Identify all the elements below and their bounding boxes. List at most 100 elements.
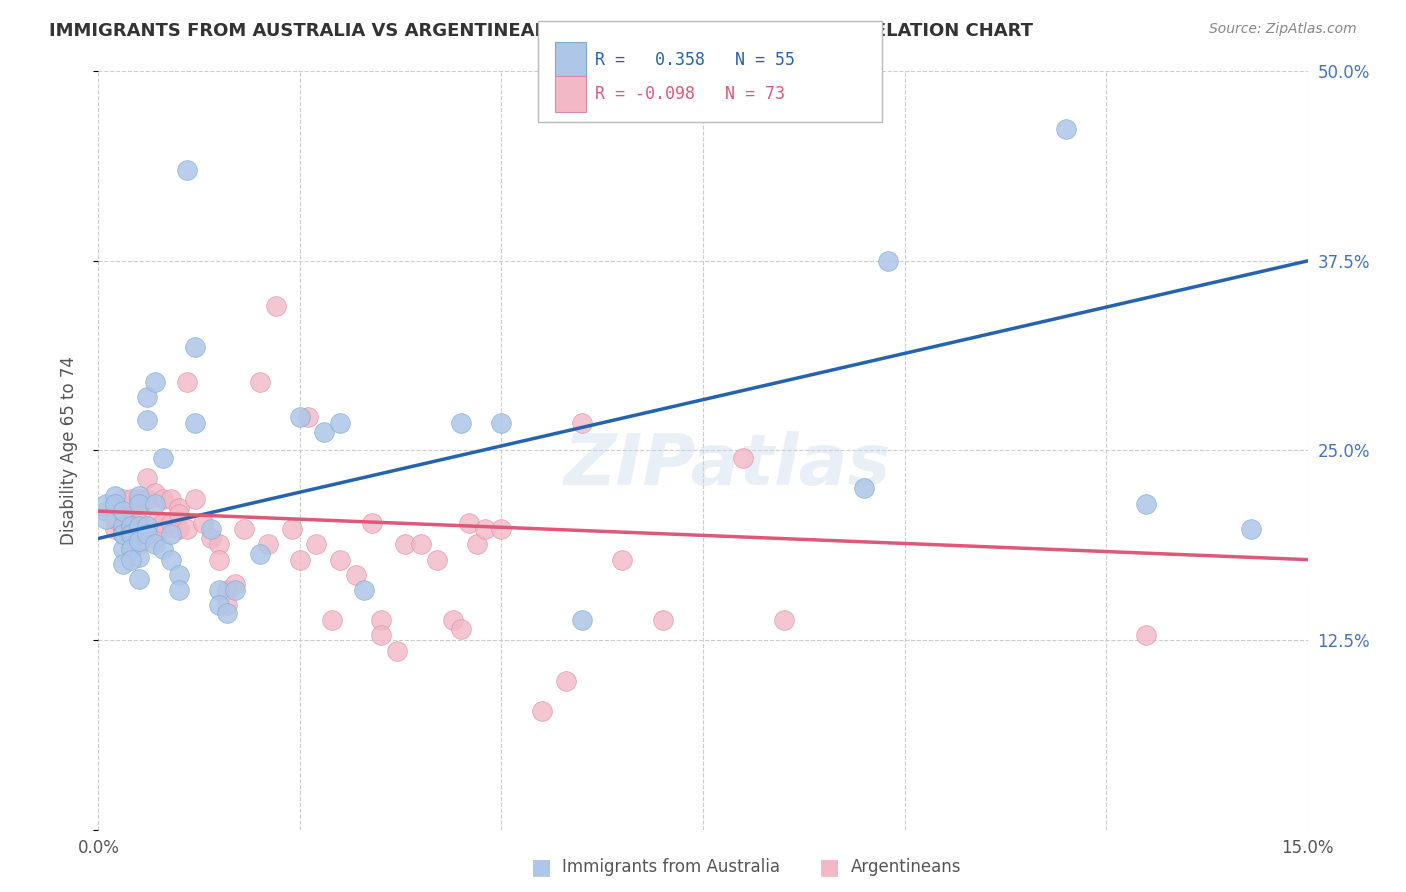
Point — [111, 519, 134, 533]
Point — [120, 491, 142, 506]
Point — [128, 519, 150, 533]
Point — [111, 542, 134, 557]
Point — [103, 489, 125, 503]
Point — [167, 582, 190, 597]
Point — [96, 504, 118, 518]
Point — [321, 613, 343, 627]
Point — [135, 391, 157, 405]
Point — [128, 491, 150, 506]
Point — [111, 526, 134, 541]
Point — [143, 496, 166, 510]
Point — [344, 567, 367, 582]
Point — [385, 643, 408, 657]
Point — [111, 504, 134, 518]
Point — [200, 532, 222, 546]
Point — [152, 451, 174, 466]
Point — [458, 516, 481, 531]
Point — [143, 376, 166, 390]
Point — [314, 425, 336, 440]
Text: ■: ■ — [531, 857, 551, 877]
Point — [249, 376, 271, 390]
Point — [232, 522, 254, 536]
Point — [152, 542, 174, 557]
Point — [184, 416, 207, 430]
Point — [370, 613, 392, 627]
Point — [111, 522, 134, 536]
Point — [160, 526, 183, 541]
Point — [152, 491, 174, 506]
Point — [264, 300, 287, 314]
Point — [128, 516, 150, 531]
Point — [103, 522, 125, 536]
Point — [135, 522, 157, 536]
Point — [193, 516, 215, 531]
Point — [288, 552, 311, 566]
Point — [96, 496, 118, 510]
Point — [143, 516, 166, 531]
Point — [152, 516, 174, 531]
Point — [465, 537, 488, 551]
Point — [733, 451, 755, 466]
Point — [353, 582, 375, 597]
Point — [394, 537, 416, 551]
Text: R =   0.358   N = 55: R = 0.358 N = 55 — [595, 51, 794, 69]
Point — [361, 516, 384, 531]
Point — [877, 253, 900, 268]
Point — [530, 704, 553, 718]
Point — [1135, 628, 1157, 642]
Point — [281, 522, 304, 536]
Point — [120, 552, 142, 566]
Point — [128, 489, 150, 503]
Point — [772, 613, 794, 627]
Point — [120, 526, 142, 541]
Y-axis label: Disability Age 65 to 74: Disability Age 65 to 74 — [59, 356, 77, 545]
Point — [160, 491, 183, 506]
Point — [555, 673, 578, 688]
Point — [224, 582, 246, 597]
Point — [120, 519, 142, 533]
Text: IMMIGRANTS FROM AUSTRALIA VS ARGENTINEAN DISABILITY AGE 65 TO 74 CORRELATION CHA: IMMIGRANTS FROM AUSTRALIA VS ARGENTINEAN… — [49, 22, 1033, 40]
Point — [120, 501, 142, 516]
Point — [160, 516, 183, 531]
Point — [111, 557, 134, 572]
Point — [152, 522, 174, 536]
Point — [249, 547, 271, 561]
Point — [208, 552, 231, 566]
Point — [111, 526, 134, 541]
Point — [111, 522, 134, 536]
Point — [288, 410, 311, 425]
Point — [217, 598, 239, 612]
Point — [135, 413, 157, 427]
Point — [120, 526, 142, 541]
Point — [128, 501, 150, 516]
Point — [128, 534, 150, 549]
Point — [208, 537, 231, 551]
Point — [167, 507, 190, 521]
Point — [450, 416, 472, 430]
Point — [176, 522, 198, 536]
Point — [305, 537, 328, 551]
Point — [135, 491, 157, 506]
Point — [184, 491, 207, 506]
Point — [571, 416, 593, 430]
Point — [491, 522, 513, 536]
Text: ■: ■ — [820, 857, 839, 877]
Point — [409, 537, 432, 551]
Point — [103, 512, 125, 526]
Point — [143, 486, 166, 500]
Point — [256, 537, 278, 551]
Point — [128, 496, 150, 510]
Point — [128, 537, 150, 551]
Point — [167, 522, 190, 536]
Point — [329, 552, 352, 566]
Text: Source: ZipAtlas.com: Source: ZipAtlas.com — [1209, 22, 1357, 37]
Point — [612, 552, 634, 566]
Point — [143, 537, 166, 551]
Point — [135, 526, 157, 541]
Point — [103, 496, 125, 510]
Point — [491, 416, 513, 430]
Point — [1240, 522, 1263, 536]
Point — [120, 516, 142, 531]
Text: R = -0.098   N = 73: R = -0.098 N = 73 — [595, 85, 785, 103]
Point — [120, 537, 142, 551]
